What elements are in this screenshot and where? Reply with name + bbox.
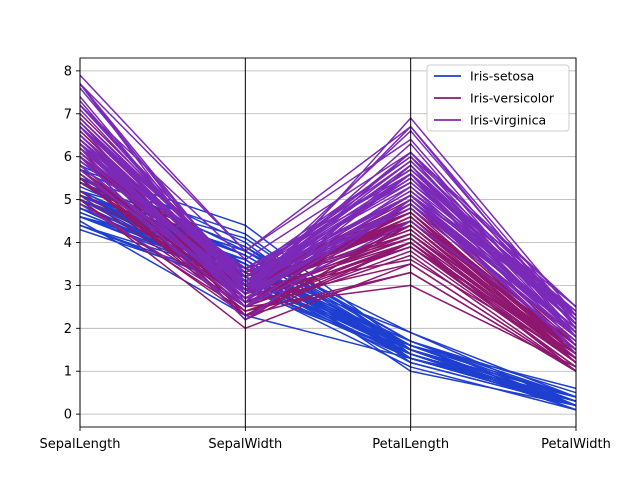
x-tick-label-PetalLength: PetalLength xyxy=(372,437,449,452)
series-Iris-virginica xyxy=(79,74,577,355)
y-tick-label-0: 0 xyxy=(64,408,72,423)
data-line-Iris-virginica-9 xyxy=(79,104,577,308)
data-line-Iris-virginica-49 xyxy=(79,160,577,338)
legend-label-Iris-setosa: Iris-setosa xyxy=(470,69,534,84)
y-tick-label-1: 1 xyxy=(64,365,72,380)
data-line-Iris-versicolor-39 xyxy=(79,177,577,359)
data-line-Iris-virginica-32 xyxy=(79,138,577,321)
data-line-Iris-virginica-44 xyxy=(79,126,577,308)
legend-label-Iris-virginica: Iris-virginica xyxy=(470,113,546,128)
data-line-Iris-versicolor-31 xyxy=(79,177,577,372)
y-tick-label-4: 4 xyxy=(64,236,72,251)
y-tick-label-3: 3 xyxy=(64,279,72,294)
x-tick-label-PetalWidth: PetalWidth xyxy=(541,437,611,452)
x-tick-label-SepalLength: SepalLength xyxy=(40,437,121,452)
y-tick-label-6: 6 xyxy=(64,150,72,165)
data-line-Iris-virginica-19 xyxy=(79,156,577,351)
legend: Iris-setosa Iris-versicolor Iris-virginica xyxy=(426,64,570,132)
data-lines xyxy=(79,74,577,411)
y-tick-label-7: 7 xyxy=(64,107,72,122)
data-line-Iris-virginica-6 xyxy=(79,203,577,342)
data-line-Iris-versicolor-43 xyxy=(79,198,577,372)
x-tick-label-SepalWidth: SepalWidth xyxy=(208,437,282,452)
data-line-Iris-versicolor-48 xyxy=(79,194,577,368)
data-line-Iris-virginica-42 xyxy=(79,164,577,334)
legend-box xyxy=(426,64,570,132)
y-axis-ticks: 0 1 2 3 4 5 6 7 8 xyxy=(64,64,80,423)
x-axis-ticks: SepalLength SepalWidth PetalLength PetalWid… xyxy=(40,427,611,452)
data-line-Iris-virginica-47 xyxy=(79,134,577,329)
y-tick-label-8: 8 xyxy=(64,64,72,79)
data-line-Iris-virginica-22 xyxy=(79,83,577,329)
data-line-Iris-virginica-17 xyxy=(79,83,577,321)
y-tick-label-2: 2 xyxy=(64,322,72,337)
data-line-Iris-virginica-48 xyxy=(79,147,577,317)
y-gridlines xyxy=(80,70,576,415)
legend-label-Iris-versicolor: Iris-versicolor xyxy=(470,91,555,106)
data-line-Iris-virginica-40 xyxy=(79,126,577,312)
y-tick-label-5: 5 xyxy=(64,193,72,208)
